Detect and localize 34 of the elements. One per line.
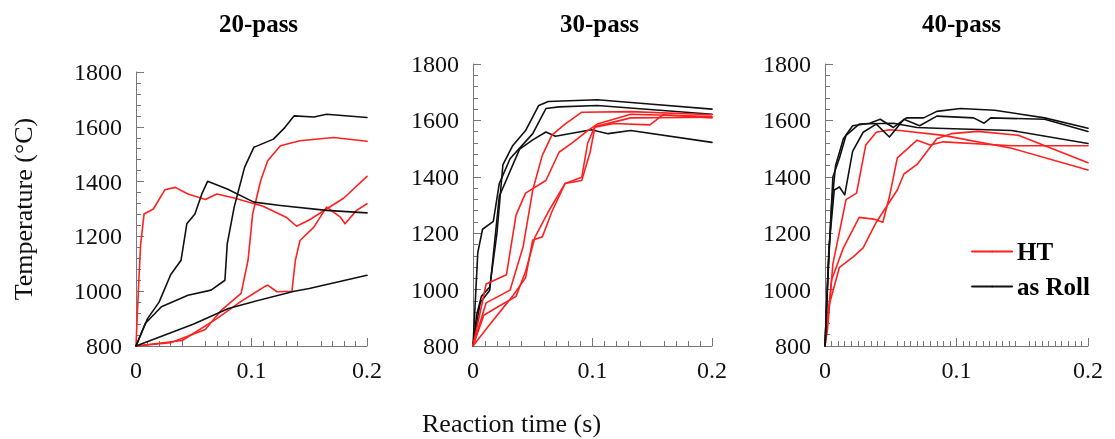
x-axis-title: Reaction time (s) [422, 408, 602, 438]
y-tick-label: 1000 [411, 276, 459, 303]
y-tick-label: 1600 [74, 113, 122, 140]
x-tick-label: 0.1 [236, 357, 267, 383]
y-axis-title: Temperature (°C) [8, 117, 38, 301]
chart-title: 30-pass [559, 10, 640, 37]
x-tick-label: 0 [130, 357, 142, 383]
y-tick-label: 1000 [74, 278, 122, 305]
x-tick-label: 0.2 [352, 357, 382, 383]
y-tick-label: 1400 [763, 163, 811, 190]
x-tick-label: 0.1 [577, 357, 608, 383]
x-tick-label: 0.2 [697, 357, 727, 383]
y-tick-label: 1600 [763, 107, 811, 134]
y-tick-label: 800 [423, 333, 459, 359]
x-tick-label: 0 [819, 357, 831, 383]
y-tick-label: 1600 [411, 107, 459, 134]
y-tick-label: 800 [86, 333, 122, 359]
y-tick-label: 1400 [74, 168, 122, 195]
legend-label: HT [1017, 238, 1054, 265]
legend-label: as Roll [1017, 273, 1091, 300]
chart-title: 20-pass [218, 10, 299, 37]
x-tick-label: 0 [467, 357, 479, 383]
chart-title: 40-pass [921, 10, 1002, 37]
y-tick-label: 1800 [74, 59, 122, 85]
x-tick-label: 0.2 [1073, 357, 1103, 383]
y-tick-label: 1800 [411, 51, 459, 77]
y-tick-label: 1200 [763, 220, 811, 247]
y-tick-label: 800 [775, 333, 811, 359]
y-tick-label: 1800 [763, 51, 811, 77]
y-tick-label: 1400 [411, 163, 459, 190]
y-tick-label: 1000 [763, 276, 811, 303]
x-tick-label: 0.1 [941, 357, 972, 383]
y-tick-label: 1200 [74, 223, 122, 250]
y-tick-label: 1200 [411, 220, 459, 247]
